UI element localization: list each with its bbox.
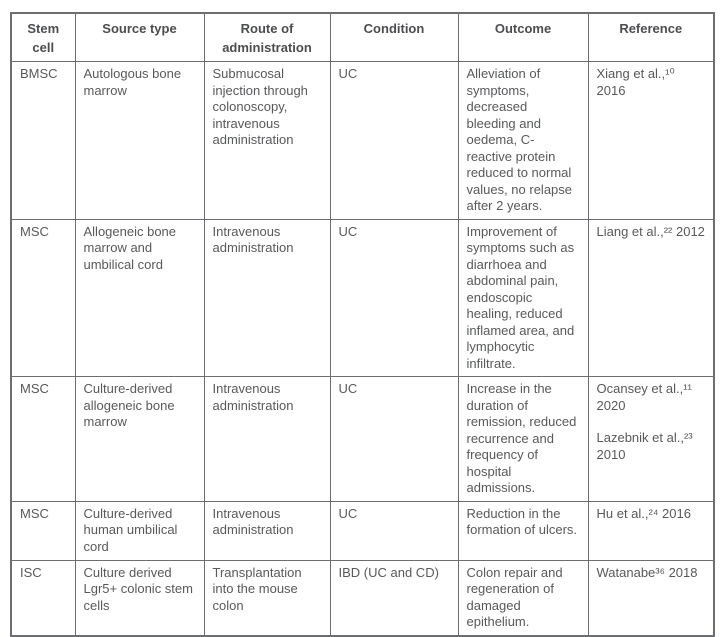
table-row: ISC Culture derived Lgr5+ colonic stem c… — [10, 559, 715, 636]
cell-source-type: Culture derived Lgr5+ colonic stem cells — [74, 559, 205, 636]
reference-citation: Liang et al.,²² 2012 — [596, 223, 705, 239]
table-row: MSC Culture-derived human umbilical cord… — [10, 500, 715, 561]
cell-route: Intravenous administration — [203, 500, 331, 561]
cell-route: Intravenous administration — [203, 218, 331, 377]
cell-route: Transplantation into the mouse colon — [203, 559, 331, 636]
cell-stem-cell: MSC — [10, 500, 76, 561]
header-reference: Reference — [587, 12, 715, 62]
header-stem-cell: Stem cell — [10, 12, 76, 62]
cell-outcome: Colon repair and regeneration of damaged… — [457, 559, 589, 636]
cell-condition: UC — [329, 500, 459, 561]
cell-stem-cell: BMSC — [10, 61, 76, 220]
cell-condition: UC — [329, 376, 459, 502]
cell-outcome: Alleviation of symptoms, decreased bleed… — [457, 61, 589, 220]
cell-reference: Hu et al.,²⁴ 2016 — [587, 500, 715, 561]
table-row: MSC Culture-derived allogeneic bone marr… — [10, 376, 715, 502]
stem-cell-therapy-table-container: Stem cell Source type Route of administr… — [10, 12, 715, 637]
header-source-type: Source type — [74, 12, 205, 62]
reference-citation: Xiang et al.,¹⁰ 2016 — [596, 66, 675, 98]
reference-citation: Hu et al.,²⁴ 2016 — [596, 505, 691, 521]
cell-condition: UC — [329, 218, 459, 377]
cell-source-type: Allogeneic bone marrow and umbilical cor… — [74, 218, 205, 377]
cell-route: Intravenous administration — [203, 376, 331, 502]
cell-condition: UC — [329, 61, 459, 220]
cell-reference: Ocansey et al.,¹¹ 2020 Lazebnik et al.,²… — [587, 376, 715, 502]
reference-citation: Ocansey et al.,¹¹ 2020 — [596, 381, 692, 413]
cell-reference: Xiang et al.,¹⁰ 2016 — [587, 61, 715, 220]
cell-outcome: Improvement of symptoms such as diarrhoe… — [457, 218, 589, 377]
reference-citation: Watanabe³⁶ 2018 — [596, 564, 698, 580]
cell-condition: IBD (UC and CD) — [329, 559, 459, 636]
header-route-of-administration: Route of administration — [203, 12, 331, 62]
cell-source-type: Culture-derived human umbilical cord — [74, 500, 205, 561]
cell-reference: Watanabe³⁶ 2018 — [587, 559, 715, 636]
header-condition: Condition — [329, 12, 459, 62]
stem-cell-therapy-table: Stem cell Source type Route of administr… — [10, 12, 715, 637]
cell-reference: Liang et al.,²² 2012 — [587, 218, 715, 377]
table-row: BMSC Autologous bone marrow Submucosal i… — [10, 61, 715, 220]
cell-source-type: Culture-derived allogeneic bone marrow — [74, 376, 205, 502]
header-outcome: Outcome — [457, 12, 589, 62]
cell-source-type: Autologous bone marrow — [74, 61, 205, 220]
cell-route: Submucosal injection through colonoscopy… — [203, 61, 331, 220]
cell-stem-cell: MSC — [10, 376, 76, 502]
reference-citation: Lazebnik et al.,²³ 2010 — [596, 430, 693, 462]
cell-outcome: Increase in the duration of remission, r… — [457, 376, 589, 502]
cell-outcome: Reduction in the formation of ulcers. — [457, 500, 589, 561]
cell-stem-cell: ISC — [10, 559, 76, 636]
cell-stem-cell: MSC — [10, 218, 76, 377]
table-row: MSC Allogeneic bone marrow and umbilical… — [10, 218, 715, 377]
header-row: Stem cell Source type Route of administr… — [10, 12, 715, 62]
